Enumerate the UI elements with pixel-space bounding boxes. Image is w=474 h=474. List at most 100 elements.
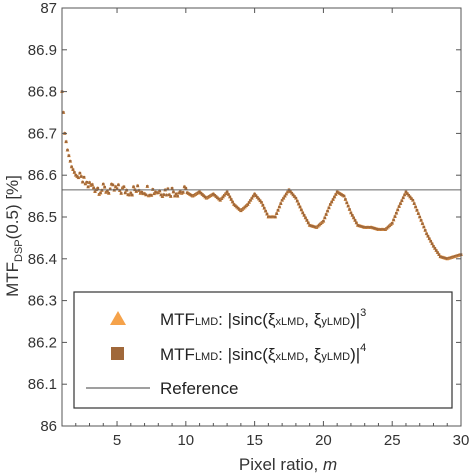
point-sinc4: [159, 193, 163, 197]
point-sinc4: [437, 253, 441, 256]
point-sinc4: [265, 212, 269, 216]
point-sinc4: [172, 190, 175, 194]
point-sinc4: [82, 176, 86, 179]
point-sinc4: [218, 198, 222, 202]
point-sinc4: [353, 219, 357, 222]
y-tick-label: 86.4: [28, 251, 57, 268]
point-sinc4: [272, 215, 276, 219]
point-sinc4: [432, 244, 435, 248]
point-sinc4: [311, 224, 314, 228]
point-sinc4: [322, 219, 325, 223]
point-sinc4: [212, 192, 215, 196]
point-sinc4: [217, 197, 221, 201]
point-sinc4: [66, 148, 69, 152]
point-sinc4: [444, 257, 448, 260]
legend-entry-reference: Reference: [160, 379, 238, 398]
point-sinc4: [363, 226, 366, 229]
point-sinc4: [224, 192, 228, 195]
point-sinc4: [401, 196, 405, 200]
point-sinc4: [346, 204, 350, 208]
point-sinc4: [282, 196, 285, 200]
point-sinc4: [168, 193, 171, 197]
point-sinc4: [227, 193, 230, 196]
point-sinc4: [283, 194, 287, 198]
point-sinc4: [278, 205, 281, 209]
point-sinc4: [359, 224, 362, 228]
point-sinc4: [202, 194, 206, 197]
point-sinc4: [229, 198, 233, 201]
point-sinc4: [406, 192, 409, 195]
point-sinc4: [220, 197, 223, 200]
point-sinc4: [298, 205, 302, 209]
point-sinc4: [407, 193, 411, 197]
point-sinc4: [429, 239, 433, 243]
point-sinc4: [377, 228, 380, 231]
y-tick-label: 87: [40, 0, 57, 17]
point-sinc4: [104, 191, 108, 194]
y-tick-label: 86.6: [28, 167, 57, 184]
point-sinc4: [276, 209, 280, 212]
point-sinc4: [379, 228, 383, 231]
point-sinc4: [117, 183, 120, 187]
point-sinc4: [378, 228, 382, 231]
point-sinc4: [441, 256, 445, 259]
x-axis-title: Pixel ratio, m: [239, 455, 337, 474]
point-sinc4: [397, 205, 401, 208]
point-sinc4: [425, 232, 428, 236]
point-sinc4: [304, 216, 307, 220]
point-sinc4: [399, 202, 402, 205]
point-sinc4: [96, 186, 100, 190]
point-sinc4: [326, 209, 329, 213]
point-sinc4: [140, 190, 144, 194]
point-sinc4: [400, 199, 404, 202]
y-tick-label: 86.9: [28, 42, 57, 59]
point-sinc4: [161, 195, 164, 198]
point-sinc4: [412, 202, 416, 205]
point-sinc4: [286, 190, 289, 194]
y-tick-label: 86.1: [28, 376, 57, 393]
point-sinc4: [86, 185, 90, 189]
point-sinc4: [100, 189, 104, 192]
x-tick-label: 5: [113, 432, 121, 449]
point-sinc4: [269, 215, 273, 219]
point-sinc4: [68, 159, 72, 163]
point-sinc4: [366, 226, 369, 229]
point-sinc4: [430, 242, 434, 246]
y-tick-label: 86.5: [28, 209, 57, 226]
point-sinc4: [297, 202, 300, 206]
point-sinc4: [370, 226, 373, 229]
point-sinc4: [126, 193, 130, 196]
point-sinc4: [338, 192, 342, 195]
point-sinc4: [279, 202, 283, 205]
legend-entry-sinc3: MTFLMD: |sinc(ξxLMD, ξyLMD)|3: [160, 307, 366, 329]
point-sinc4: [349, 211, 353, 215]
point-sinc4: [312, 225, 316, 228]
point-sinc4: [106, 189, 109, 193]
point-sinc4: [355, 221, 358, 225]
point-sinc4: [173, 194, 177, 198]
point-sinc4: [262, 206, 266, 210]
point-sinc4: [92, 186, 95, 190]
point-sinc4: [247, 201, 251, 204]
point-sinc4: [64, 140, 68, 144]
point-sinc4: [313, 225, 317, 229]
point-sinc4: [356, 224, 360, 227]
point-sinc4: [201, 193, 204, 196]
point-sinc4: [150, 194, 153, 197]
point-sinc4: [373, 226, 376, 230]
point-sinc4: [88, 181, 91, 184]
point-sinc4: [294, 196, 298, 200]
point-sinc4: [408, 195, 412, 199]
point-sinc4: [79, 175, 83, 178]
point-sinc4: [144, 193, 148, 197]
point-sinc4: [411, 198, 415, 202]
point-sinc4: [364, 226, 368, 229]
point-sinc4: [99, 191, 102, 195]
point-sinc4: [348, 208, 351, 211]
data-points: [60, 89, 463, 261]
point-sinc4: [130, 193, 134, 197]
point-sinc4: [323, 216, 327, 220]
point-sinc4: [261, 203, 265, 207]
point-sinc4: [251, 194, 255, 198]
point-sinc4: [268, 215, 272, 219]
